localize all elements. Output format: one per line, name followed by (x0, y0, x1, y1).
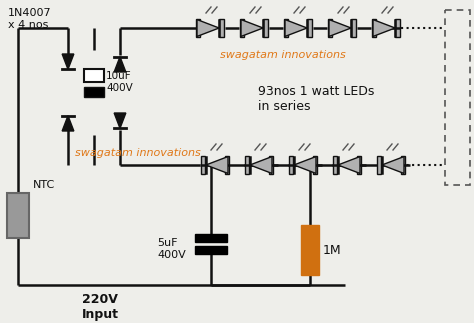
Text: 1M: 1M (323, 244, 342, 256)
Polygon shape (294, 157, 316, 173)
Polygon shape (114, 113, 126, 128)
FancyBboxPatch shape (284, 19, 288, 37)
Polygon shape (197, 20, 219, 36)
Text: 220V
Input: 220V Input (82, 293, 118, 321)
FancyBboxPatch shape (289, 156, 293, 174)
FancyBboxPatch shape (351, 19, 356, 37)
FancyBboxPatch shape (219, 19, 224, 37)
FancyBboxPatch shape (313, 156, 317, 174)
Polygon shape (62, 54, 74, 69)
FancyBboxPatch shape (201, 156, 205, 174)
FancyBboxPatch shape (395, 19, 400, 37)
Polygon shape (114, 57, 126, 72)
FancyBboxPatch shape (84, 87, 104, 97)
FancyBboxPatch shape (301, 225, 319, 275)
Text: 1N4007
x 4 nos: 1N4007 x 4 nos (8, 8, 52, 30)
FancyBboxPatch shape (401, 156, 405, 174)
FancyBboxPatch shape (245, 156, 249, 174)
Polygon shape (285, 20, 307, 36)
FancyBboxPatch shape (7, 193, 29, 237)
FancyBboxPatch shape (307, 19, 311, 37)
FancyBboxPatch shape (357, 156, 361, 174)
Polygon shape (329, 20, 351, 36)
FancyBboxPatch shape (372, 19, 376, 37)
FancyBboxPatch shape (84, 69, 104, 82)
Polygon shape (250, 157, 272, 173)
FancyBboxPatch shape (240, 19, 244, 37)
Polygon shape (62, 116, 74, 131)
FancyBboxPatch shape (263, 19, 268, 37)
FancyBboxPatch shape (269, 156, 273, 174)
FancyBboxPatch shape (196, 19, 200, 37)
Polygon shape (338, 157, 360, 173)
Text: 10uF
400V: 10uF 400V (106, 71, 133, 93)
Polygon shape (206, 157, 228, 173)
FancyBboxPatch shape (195, 246, 227, 254)
FancyBboxPatch shape (225, 156, 229, 174)
FancyBboxPatch shape (333, 156, 337, 174)
Text: 5uF
400V: 5uF 400V (157, 238, 186, 260)
Polygon shape (382, 157, 404, 173)
Text: 93nos 1 watt LEDs
in series: 93nos 1 watt LEDs in series (258, 85, 374, 113)
FancyBboxPatch shape (328, 19, 332, 37)
Text: swagatam innovations: swagatam innovations (75, 148, 201, 158)
Polygon shape (241, 20, 263, 36)
Polygon shape (373, 20, 395, 36)
FancyBboxPatch shape (377, 156, 381, 174)
Text: swagatam innovations: swagatam innovations (220, 50, 346, 60)
Text: NTC: NTC (33, 180, 55, 190)
FancyBboxPatch shape (195, 234, 227, 242)
